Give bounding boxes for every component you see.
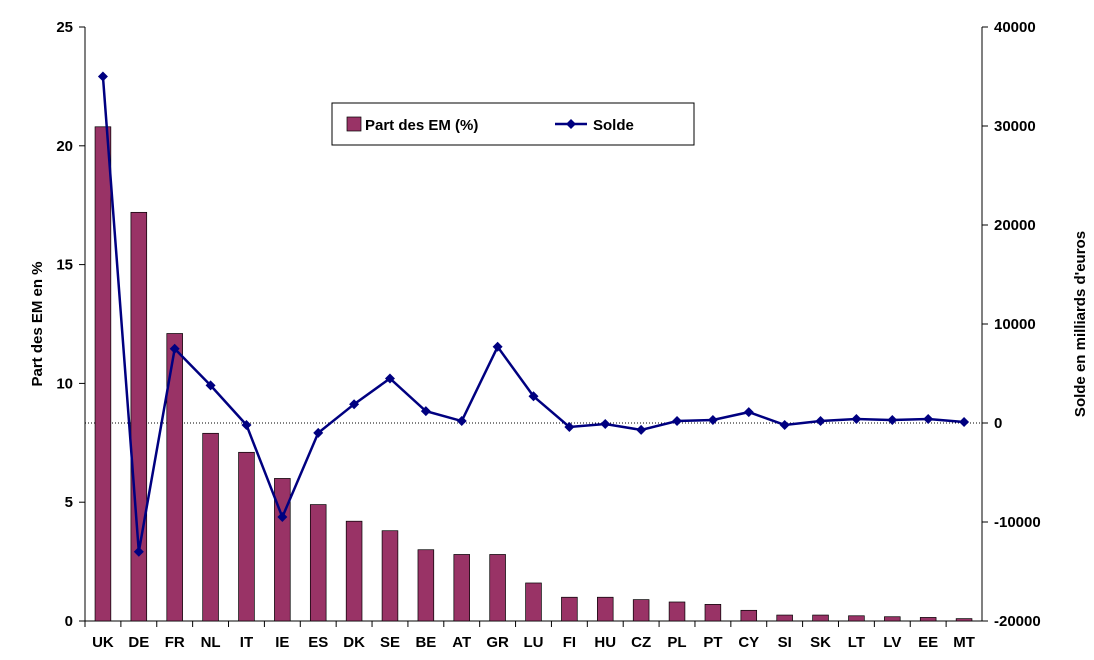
line [101,76,965,552]
x-tick-label: CZ [631,634,651,651]
y2-tick-label: -10000 [994,514,1041,531]
x-tick-label: DE [128,634,149,651]
marker [349,399,360,410]
marker [205,380,216,391]
bar [525,582,542,622]
y2-tick-label: 30000 [994,118,1036,135]
bar [668,601,686,622]
x-tick-label: EE [918,634,938,651]
x-tick-label: FR [165,634,185,651]
bar [632,599,650,622]
x-tick-label: MT [953,634,975,651]
marker [420,406,431,417]
x-tick-label: LT [848,634,865,651]
y-axis-title: Part des EM en % [29,261,46,386]
x-tick-label: LV [883,634,901,651]
marker [133,546,144,557]
marker [815,416,826,427]
marker [600,418,611,429]
bar [417,549,435,622]
x-tick-label: HU [594,634,616,651]
bar [94,126,112,622]
bar [597,596,614,622]
marker [923,414,934,425]
bar [704,604,722,622]
bar [884,616,901,622]
marker [743,407,754,418]
bar [309,504,327,622]
x-tick-label: AT [452,634,471,651]
y2-axis-title: Solde en milliards d'euros [1072,231,1089,417]
bar [381,530,399,622]
y2-tick-label: 10000 [994,316,1036,333]
x-tick-label: DK [343,634,365,651]
bar [812,614,829,622]
marker [959,417,970,428]
x-tick-label: PL [667,634,686,651]
x-tick-label: BE [415,634,436,651]
y2-tick-label: 20000 [994,217,1036,234]
y-tick-label: 25 [56,19,73,36]
bar [489,554,506,622]
marker [277,512,288,523]
marker [564,421,575,432]
marker [851,414,862,425]
marker [707,415,718,426]
legend-label: Part des EM (%) [365,117,478,134]
marker [672,416,683,427]
bar [740,609,758,622]
x-tick-label: SK [810,634,831,651]
x-tick-label: IE [275,634,289,651]
y2-tick-label: 40000 [994,19,1036,36]
bar [130,211,148,622]
bar [955,618,973,622]
legend-box [331,102,695,146]
y-tick-label: 0 [65,613,73,630]
marker [636,424,647,435]
y-tick-label: 10 [56,375,73,392]
marker [528,391,539,402]
x-tick-label: ES [308,634,328,651]
x-tick-label: GR [486,634,509,651]
x-tick-label: SE [380,634,400,651]
x-tick-label: SI [778,634,792,651]
x-tick-label: CY [738,634,759,651]
x-tick-label: UK [92,634,114,651]
bar [238,451,255,622]
marker [492,341,503,352]
marker [384,373,395,384]
x-tick-label: LU [524,634,544,651]
marker [169,343,180,354]
bar [453,554,470,622]
marker [779,419,790,430]
bar [919,617,937,622]
marker [456,416,467,427]
marker [241,419,252,430]
y2-tick-label: 0 [994,415,1002,432]
x-tick-label: PT [703,634,722,651]
legend-label: Solde [593,117,634,134]
marker [313,427,324,438]
bar [166,333,183,622]
y2-tick-label: -20000 [994,613,1041,630]
legend-swatch [346,116,362,132]
y-tick-label: 5 [65,494,73,511]
bar [776,614,793,622]
bar [345,520,363,622]
x-tick-label: NL [201,634,221,651]
marker [887,415,898,426]
legend-marker [566,119,576,129]
x-tick-label: IT [240,634,253,651]
bar [274,478,291,622]
bar [848,615,865,622]
bar [561,596,578,622]
y-tick-label: 20 [56,138,73,155]
marker [97,71,108,82]
y-tick-label: 15 [56,257,73,274]
x-tick-label: FI [563,634,576,651]
bar [202,432,219,622]
